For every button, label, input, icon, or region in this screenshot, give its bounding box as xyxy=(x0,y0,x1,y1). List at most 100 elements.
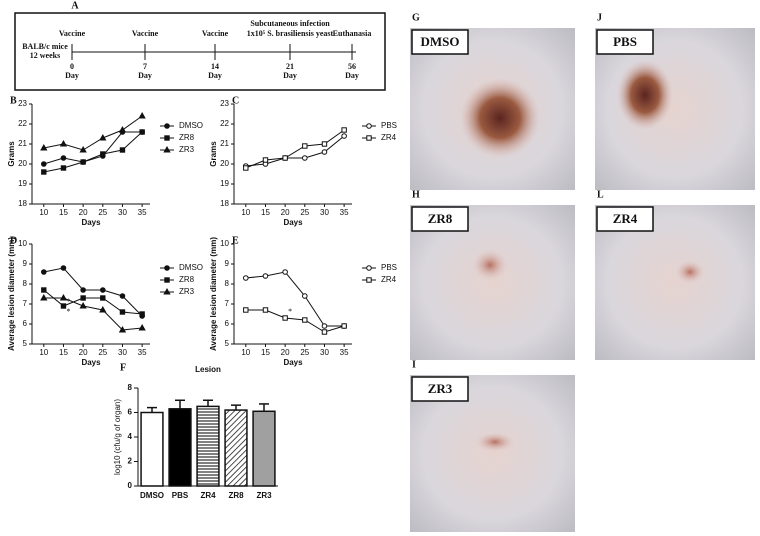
marker xyxy=(41,287,47,293)
label-box xyxy=(596,29,654,55)
marker xyxy=(321,141,328,147)
bar xyxy=(196,405,220,487)
x-tick-label: 10 xyxy=(39,348,48,357)
photo-label: ZR8 xyxy=(428,211,453,226)
marker xyxy=(282,315,288,321)
event-day: 14 xyxy=(211,62,219,71)
panel-letter: F xyxy=(120,362,126,373)
event-label: Vaccine xyxy=(132,29,159,38)
y-tick-label: 23 xyxy=(220,99,229,108)
event-day: 0 xyxy=(70,62,74,71)
label-box xyxy=(411,29,469,55)
x-tick-label: ZR3 xyxy=(256,491,272,500)
event-label: Vaccine xyxy=(202,29,229,38)
marker xyxy=(163,287,171,295)
y-tick-label: 8 xyxy=(225,279,230,288)
x-tick-label: 35 xyxy=(340,348,349,357)
event-day: 7 xyxy=(143,62,147,71)
marker xyxy=(80,159,86,165)
series-line xyxy=(43,289,143,315)
marker xyxy=(41,161,47,167)
event-day: 56 xyxy=(348,62,356,71)
x-axis-label: Days xyxy=(283,218,303,227)
event-label: Vaccine xyxy=(59,29,86,38)
event-label: 1x10⁵ S. brasiliensis yeast xyxy=(247,29,334,38)
bar xyxy=(168,408,192,487)
series-line xyxy=(245,135,345,167)
marker xyxy=(302,143,308,149)
y-tick-label: 21 xyxy=(18,139,27,148)
marker xyxy=(321,323,328,329)
marker xyxy=(59,293,68,301)
marker xyxy=(243,165,249,171)
timeline xyxy=(14,12,386,91)
y-tick-label: 20 xyxy=(220,159,229,168)
y-axis-label: Grams xyxy=(209,141,218,167)
y-tick-label: 10 xyxy=(220,239,229,248)
y-tick-label: 19 xyxy=(220,179,229,188)
legend-label: ZR3 xyxy=(179,287,195,296)
y-tick-label: 21 xyxy=(220,139,229,148)
marker xyxy=(321,149,328,155)
panel-letter: L xyxy=(597,189,604,200)
panel-letter: E xyxy=(232,235,239,246)
event-unit: Day xyxy=(283,71,297,80)
legend-label: ZR8 xyxy=(179,275,195,284)
y-tick-label: 4 xyxy=(128,432,133,441)
lesion xyxy=(460,78,540,158)
marker xyxy=(139,129,145,135)
legend-label: ZR4 xyxy=(381,275,397,284)
marker xyxy=(59,139,68,147)
label-box xyxy=(596,206,654,232)
chart-title: Lesion xyxy=(195,365,221,374)
marker xyxy=(60,265,67,271)
series-line xyxy=(43,131,143,165)
marker xyxy=(80,295,86,301)
timeline-box xyxy=(14,12,386,91)
marker xyxy=(366,135,372,141)
marker xyxy=(100,295,106,301)
marker xyxy=(79,145,87,153)
marker xyxy=(163,145,171,153)
marker xyxy=(119,293,126,299)
marker xyxy=(282,269,288,275)
marker xyxy=(40,293,48,301)
axes xyxy=(31,104,150,205)
series-line xyxy=(245,309,345,333)
y-tick-label: 22 xyxy=(18,119,27,128)
marker xyxy=(164,265,170,271)
annotation: * xyxy=(66,297,70,306)
marker xyxy=(139,311,145,317)
legend-label: DMSO xyxy=(179,263,203,272)
y-tick-label: 6 xyxy=(225,319,230,328)
x-tick-label: PBS xyxy=(172,491,189,500)
series-line xyxy=(245,129,345,169)
event-unit: Day xyxy=(65,71,79,80)
marker xyxy=(341,323,347,329)
marker xyxy=(41,169,47,175)
marker xyxy=(341,127,347,133)
marker xyxy=(100,287,106,293)
x-tick-label: 20 xyxy=(79,348,88,357)
legend-label: ZR8 xyxy=(179,133,195,142)
panel-letter: G xyxy=(412,12,420,23)
marker xyxy=(321,329,328,335)
y-tick-label: 2 xyxy=(128,457,133,466)
marker xyxy=(80,287,86,293)
marker xyxy=(366,265,372,271)
legend-label: ZR3 xyxy=(179,145,195,154)
y-tick-label: 6 xyxy=(23,319,28,328)
marker xyxy=(262,307,269,313)
y-tick-label: 9 xyxy=(225,259,230,268)
x-tick-label: 35 xyxy=(138,348,147,357)
series-line xyxy=(43,267,143,317)
x-tick-label: 30 xyxy=(320,348,329,357)
marker xyxy=(79,301,87,309)
subject-label: 12 weeks xyxy=(30,51,60,60)
event-unit: Day xyxy=(138,71,152,80)
lesion xyxy=(675,260,705,284)
lesion xyxy=(617,60,673,130)
x-axis-label: Days xyxy=(283,358,303,367)
marker xyxy=(60,155,67,161)
marker xyxy=(164,277,170,283)
